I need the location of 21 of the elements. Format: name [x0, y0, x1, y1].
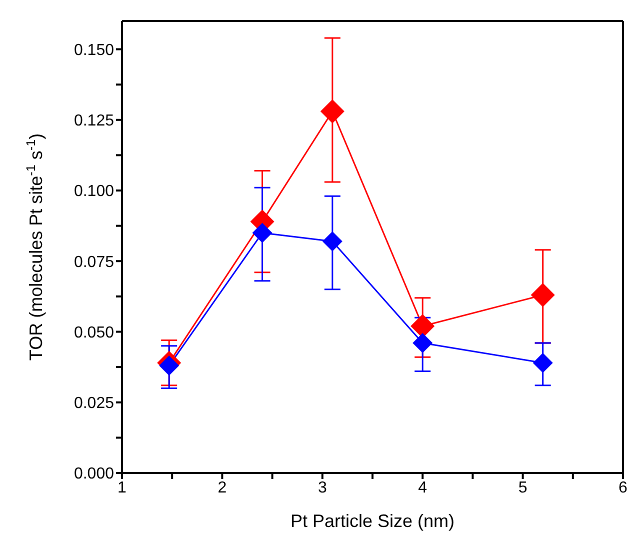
x-tick-label: 4: [418, 479, 428, 496]
x-tick-label: 2: [218, 479, 227, 496]
y-tick-label: 0.150: [74, 42, 114, 59]
y-tick-label: 0.075: [74, 254, 114, 271]
point: [412, 333, 433, 354]
point: [159, 356, 180, 376]
x-tick-label: 6: [618, 479, 628, 496]
y-tick-label: 0.100: [74, 183, 114, 200]
point: [530, 283, 555, 308]
x-tick-label: 3: [318, 479, 327, 496]
point: [320, 99, 344, 124]
point: [252, 222, 272, 243]
point: [532, 352, 553, 373]
y-tick-label: 0.025: [74, 395, 114, 412]
y-tick-label: 0.125: [74, 112, 114, 130]
y-tick-label: 0.000: [74, 466, 114, 483]
x-tick-label: 1: [118, 479, 127, 496]
point: [322, 231, 342, 252]
x-axis-title: Pt Particle Size (nm): [290, 511, 455, 531]
y-tick-label: 0.050: [74, 324, 114, 342]
x-tick-label: 5: [518, 479, 528, 496]
